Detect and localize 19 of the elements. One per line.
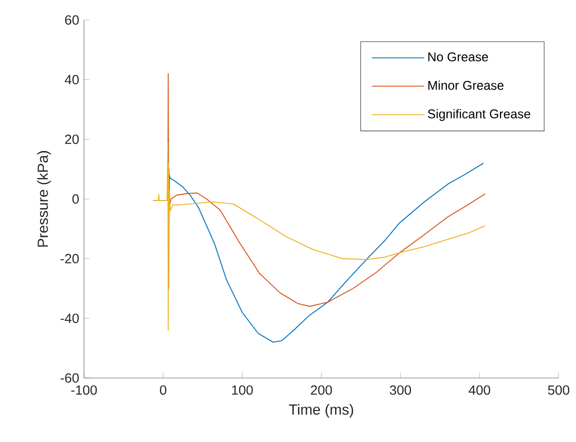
x-tick-label: 100 — [232, 385, 253, 395]
y-tick-label: 40 — [64, 74, 79, 84]
x-tick-label: 400 — [468, 385, 490, 395]
legend-label: Significant Grease — [428, 109, 530, 121]
y-tick-label: -60 — [60, 373, 79, 383]
y-tick-label: 60 — [65, 15, 79, 25]
x-tick-label: 200 — [310, 385, 332, 395]
x-tick-label: 300 — [390, 385, 412, 395]
x-tick-label: 500 — [548, 385, 570, 395]
legend-label: Minor Grease — [428, 80, 504, 90]
x-axis-title: Time (ms) — [288, 404, 354, 418]
y-tick-label: -40 — [60, 314, 79, 324]
y-tick-label: 20 — [65, 134, 79, 144]
legend-label: No Grease — [428, 52, 488, 62]
y-tick-label: 0 — [72, 194, 79, 204]
y-tick-label: -20 — [60, 254, 79, 264]
x-tick-label: -100 — [71, 385, 97, 395]
x-tick-label: 0 — [160, 385, 166, 395]
y-axis-title: Pressure (kPa) — [37, 151, 51, 247]
